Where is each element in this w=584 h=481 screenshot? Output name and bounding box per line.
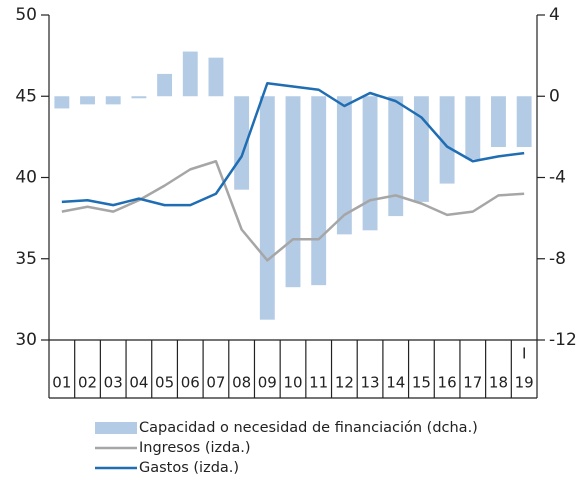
- x-tick-label: 08: [232, 374, 251, 392]
- bar: [491, 96, 506, 148]
- bar: [105, 96, 121, 105]
- y2-tick-label: -4: [549, 168, 566, 188]
- x-tick-label: 14: [386, 374, 405, 392]
- x-tick-label: 09: [258, 374, 277, 392]
- y2-tick-label: 4: [549, 5, 560, 25]
- x-tick-label: 07: [206, 374, 225, 392]
- x-tick-label: 15: [412, 374, 431, 392]
- bar: [465, 96, 481, 160]
- bar: [285, 96, 301, 288]
- x-tick-label: 01: [52, 374, 71, 392]
- x-tick-label: 11: [309, 374, 328, 392]
- x-tick-label: 03: [104, 374, 123, 392]
- bar: [362, 96, 378, 231]
- x-tick-label: 17: [463, 374, 482, 392]
- y2-tick-label: 0: [549, 86, 560, 106]
- y-tick-label: 35: [15, 249, 37, 269]
- legend-label: Capacidad o necesidad de financiación (d…: [139, 420, 478, 436]
- y-tick-label: 40: [15, 168, 37, 188]
- line: [61, 160, 525, 262]
- bar: [259, 96, 275, 320]
- legend-label: Ingresos (izda.): [139, 440, 250, 456]
- x-tick-label: 13: [361, 374, 380, 392]
- x-tick-label: 04: [129, 374, 148, 392]
- annotation: I: [522, 345, 526, 363]
- bar: [208, 57, 224, 97]
- bar: [388, 96, 404, 217]
- y2-tick-label: -12: [549, 330, 577, 350]
- legend-label: Gastos (izda.): [139, 460, 239, 476]
- y-tick-label: 50: [15, 5, 37, 25]
- x-tick-label: 18: [489, 374, 508, 392]
- y-tick-label: 45: [15, 86, 37, 106]
- x-tick-label: 06: [181, 374, 200, 392]
- x-tick-label: 16: [438, 374, 457, 392]
- y2-tick-label: -8: [549, 249, 566, 269]
- x-tick-label: 10: [283, 374, 302, 392]
- bar: [234, 96, 250, 190]
- bar: [54, 96, 70, 109]
- bar: [182, 51, 198, 97]
- legend-swatch: [95, 422, 137, 434]
- x-tick-label: 02: [78, 374, 97, 392]
- bar: [311, 96, 327, 286]
- bar: [131, 96, 147, 99]
- y-tick-label: 30: [15, 330, 37, 350]
- bar: [516, 96, 532, 148]
- line: [61, 82, 525, 207]
- bar: [80, 96, 95, 105]
- x-tick-label: 12: [335, 374, 354, 392]
- x-tick-label: 19: [515, 374, 534, 392]
- bar: [413, 96, 429, 202]
- x-tick-label: 05: [155, 374, 174, 392]
- bar: [336, 96, 352, 235]
- bar: [157, 73, 173, 97]
- bar: [439, 96, 455, 184]
